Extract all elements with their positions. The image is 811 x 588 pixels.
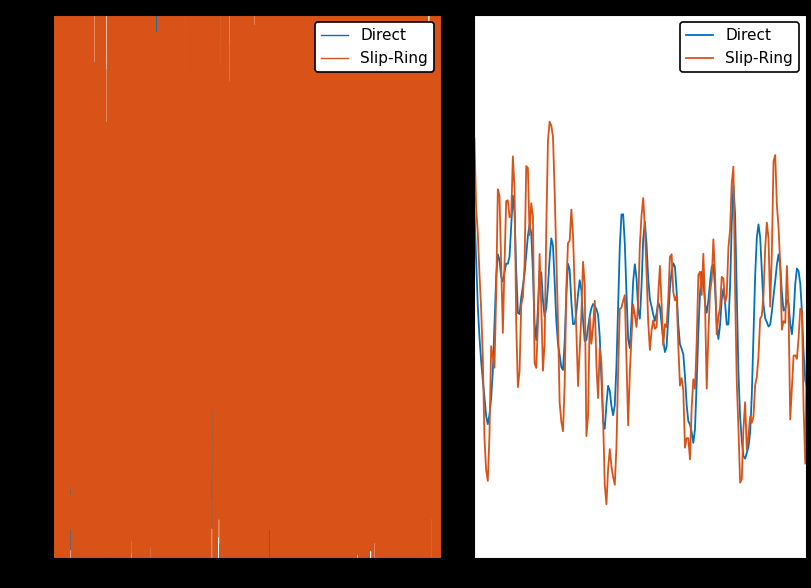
Legend: Direct, Slip-Ring: Direct, Slip-Ring <box>315 22 435 72</box>
Direct <box>728 182 738 189</box>
Direct <box>470 208 479 215</box>
Direct <box>338 192 348 199</box>
Direct <box>740 455 750 462</box>
Slip-Ring <box>560 380 569 387</box>
Direct <box>368 216 378 223</box>
Slip-Ring <box>48 188 58 195</box>
Line: Slip-Ring: Slip-Ring <box>53 0 442 588</box>
Slip-Ring <box>802 332 811 339</box>
Direct <box>777 289 787 296</box>
Direct <box>118 241 128 248</box>
Slip-Ring <box>470 135 479 142</box>
Direct <box>437 520 447 527</box>
Legend: Direct, Slip-Ring: Direct, Slip-Ring <box>680 22 800 72</box>
Line: Direct: Direct <box>53 0 442 588</box>
Direct <box>531 336 541 343</box>
Direct <box>301 272 311 279</box>
Direct <box>483 420 492 427</box>
Line: Slip-Ring: Slip-Ring <box>474 122 807 505</box>
Slip-Ring <box>437 105 447 112</box>
Direct <box>490 321 500 328</box>
Slip-Ring <box>368 414 378 421</box>
Slip-Ring <box>531 365 541 372</box>
Slip-Ring <box>301 334 311 341</box>
Line: Direct: Direct <box>474 185 807 459</box>
Direct <box>48 305 58 312</box>
Slip-Ring <box>545 118 555 125</box>
Slip-Ring <box>483 477 492 485</box>
Slip-Ring <box>777 326 787 333</box>
Direct <box>802 384 811 391</box>
Slip-Ring <box>602 501 611 508</box>
Direct <box>281 227 291 234</box>
Slip-Ring <box>281 122 291 129</box>
Direct <box>558 366 568 373</box>
Slip-Ring <box>789 352 799 359</box>
Direct <box>197 172 207 179</box>
Direct <box>789 312 799 319</box>
Slip-Ring <box>490 364 500 371</box>
